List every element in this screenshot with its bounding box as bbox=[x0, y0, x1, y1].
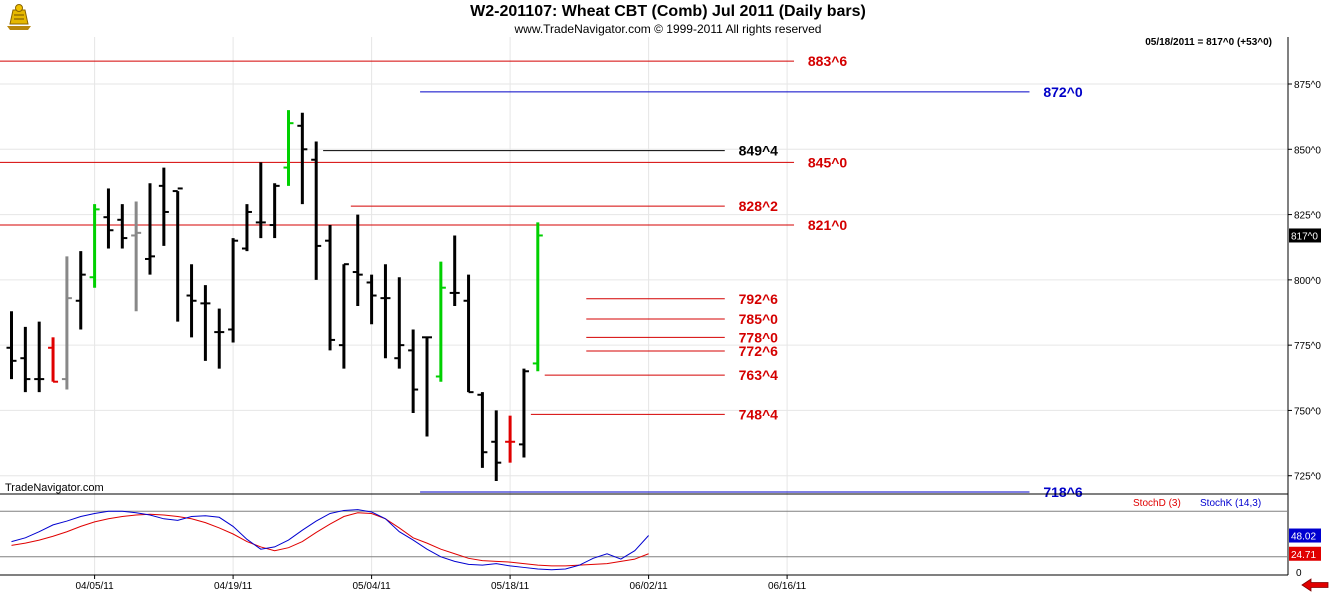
price-tick-label: 800^0 bbox=[1294, 276, 1321, 287]
price-tick-label: 850^0 bbox=[1294, 145, 1321, 156]
level-label: 763^4 bbox=[739, 367, 779, 383]
date-tick-label: 05/18/11 bbox=[491, 581, 530, 592]
level-label: 778^0 bbox=[739, 329, 779, 345]
stoch-legend-k: StochK (14,3) bbox=[1200, 498, 1261, 509]
price-tick-label: 750^0 bbox=[1294, 406, 1321, 417]
stoch-d-line bbox=[11, 512, 649, 567]
price-bars bbox=[6, 110, 543, 481]
last-price-label: 817^0 bbox=[1291, 231, 1318, 242]
back-arrow-icon[interactable] bbox=[1300, 578, 1330, 592]
stoch-tick-label: 0 bbox=[1296, 568, 1302, 579]
level-label: 785^0 bbox=[739, 311, 779, 327]
date-tick-label: 05/04/11 bbox=[353, 581, 392, 592]
date-tick-label: 06/16/11 bbox=[768, 581, 807, 592]
price-tick-label: 825^0 bbox=[1294, 211, 1321, 222]
last-price-box bbox=[1289, 228, 1321, 243]
last-quote: 05/18/2011 = 817^0 (+53^0) bbox=[1145, 37, 1272, 48]
stoch-value-label: 24.71 bbox=[1291, 550, 1316, 561]
price-tick-label: 775^0 bbox=[1294, 341, 1321, 352]
date-axis: 04/05/11 04/19/11 05/04/11 05/18/11 06/02/11… bbox=[0, 574, 1288, 592]
date-tick-label: 04/05/11 bbox=[76, 581, 115, 592]
stoch-value-box bbox=[1289, 528, 1321, 543]
level-label: 821^0 bbox=[808, 217, 848, 233]
price-tick-label: 875^0 bbox=[1294, 80, 1321, 91]
price-grid bbox=[0, 37, 1288, 575]
copyright-text: www.TradeNavigator.com © 1999-2011 All r… bbox=[514, 22, 822, 36]
level-label: 748^4 bbox=[739, 406, 779, 422]
level-label: 845^0 bbox=[808, 154, 848, 170]
chart-title: W2-201107: Wheat CBT (Comb) Jul 2011 (Da… bbox=[470, 3, 866, 20]
level-label: 872^0 bbox=[1043, 84, 1083, 100]
stochastic-panel: 0 StochD (3) StochK (14,3) 24.71 48.02 bbox=[0, 493, 1321, 579]
level-label: 792^6 bbox=[739, 291, 779, 307]
date-tick-label: 06/02/11 bbox=[630, 581, 669, 592]
brand-label: TradeNavigator.com bbox=[5, 482, 104, 494]
price-tick-label: 725^0 bbox=[1294, 472, 1321, 483]
stoch-value-box bbox=[1289, 546, 1321, 561]
price-axis: 725^0 750^0 775^0 800^0 825^0 850^0 875^0 817^0 bbox=[1287, 37, 1321, 575]
level-label: 849^4 bbox=[739, 143, 779, 159]
stoch-value-label: 48.02 bbox=[1291, 532, 1316, 543]
tradenavigator-logo[interactable] bbox=[4, 2, 34, 32]
level-lines: 883^6 872^0 849^4 845^0 828^2 821^0 792^6 785^0… bbox=[0, 53, 1083, 500]
level-label: 883^6 bbox=[808, 53, 848, 69]
level-label: 718^6 bbox=[1043, 484, 1083, 500]
level-label: 772^6 bbox=[739, 343, 779, 359]
stoch-k-line bbox=[11, 509, 649, 571]
stoch-legend-d: StochD (3) bbox=[1133, 498, 1181, 509]
date-tick-label: 04/19/11 bbox=[214, 581, 253, 592]
level-label: 828^2 bbox=[739, 198, 779, 214]
